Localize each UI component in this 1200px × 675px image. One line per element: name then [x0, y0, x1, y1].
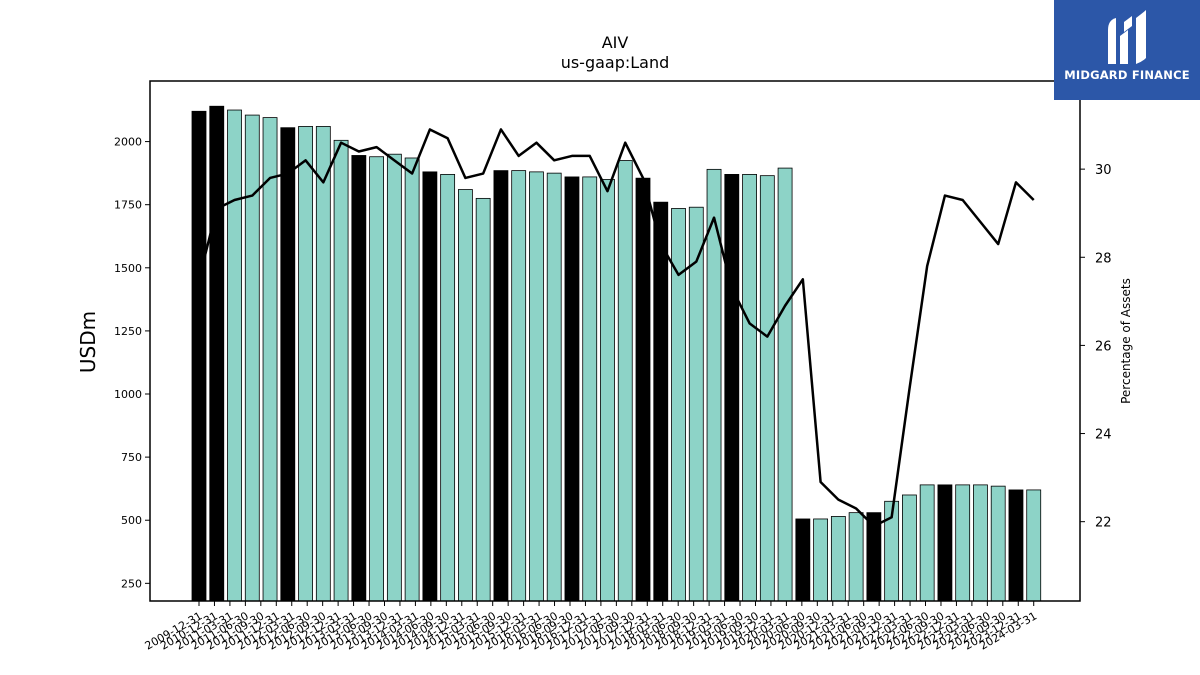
bar: [209, 105, 225, 602]
bar: [457, 189, 473, 602]
bar: [937, 484, 953, 602]
bar: [635, 177, 651, 602]
bar: [280, 127, 296, 602]
y2-tick-label: 30: [1095, 163, 1112, 178]
bar: [440, 173, 456, 602]
bar: [262, 117, 278, 602]
plot-frame: [149, 80, 1081, 602]
bar: [990, 485, 1006, 602]
logo-text: MIDGARD FINANCE: [1064, 68, 1190, 82]
bar: [813, 518, 828, 602]
bar: [617, 160, 633, 602]
bar: [386, 153, 402, 602]
bar: [351, 155, 367, 602]
y2-tick-label: 24: [1095, 428, 1112, 443]
chart-title: AIV: [602, 33, 629, 52]
bar: [1026, 489, 1042, 602]
y-axis-left: 250 500 750 1000 1250 1500 1750 2000: [114, 136, 150, 590]
bar: [973, 484, 988, 602]
chart-subtitle: us-gaap:Land: [561, 53, 670, 72]
bar: [902, 494, 917, 602]
y-tick-label: 2000: [114, 136, 142, 149]
bar: [830, 516, 846, 602]
bar: [1008, 489, 1024, 602]
bar: [227, 109, 242, 602]
y2-tick-label: 28: [1095, 251, 1112, 266]
bar: [511, 170, 527, 602]
bar: [493, 170, 509, 602]
bar: [724, 173, 740, 602]
y-tick-label: 1750: [114, 199, 142, 212]
bar: [315, 126, 331, 602]
bar: [529, 171, 544, 602]
bar: [919, 484, 935, 602]
y-tick-label: 1500: [114, 262, 142, 275]
bar: [848, 512, 864, 602]
y-axis-label: USDm: [76, 311, 100, 373]
y-tick-label: 1250: [114, 325, 142, 338]
bar: [582, 176, 598, 602]
bar: [298, 126, 313, 602]
bar: [600, 179, 615, 602]
y-tick-label: 750: [121, 451, 142, 464]
x-axis: 2009-12-312010-12-312011-03-312011-06-30…: [143, 601, 1039, 653]
bar: [333, 139, 349, 602]
bar: [795, 518, 811, 602]
line-series: [197, 128, 1035, 528]
bar: [404, 157, 420, 602]
y-tick-label: 1000: [114, 388, 142, 401]
bar: [244, 114, 260, 602]
bar: [759, 175, 775, 602]
bar: [653, 201, 669, 602]
bar: [955, 484, 971, 602]
y-axis-right: 22 24 26 28 30: [1080, 163, 1112, 531]
y-tick-label: 500: [121, 514, 142, 527]
bar: [422, 171, 438, 602]
midgard-finance-logo: MIDGARD FINANCE: [1054, 0, 1200, 100]
percentage-line: [197, 128, 1035, 528]
bar: [475, 197, 491, 602]
logo-mark-icon: [1108, 10, 1146, 64]
bar: [191, 110, 207, 602]
bar: [369, 156, 385, 602]
bar: [777, 167, 793, 602]
y2-tick-label: 26: [1095, 339, 1112, 354]
y-tick-label: 250: [121, 577, 142, 590]
bar: [742, 173, 757, 602]
y2-tick-label: 22: [1095, 516, 1112, 531]
bar: [546, 172, 562, 602]
y2-axis-label: Percentage of Assets: [1119, 278, 1133, 404]
bar: [564, 176, 580, 602]
